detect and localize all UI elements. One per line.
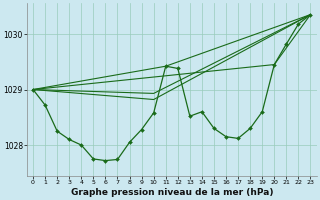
- X-axis label: Graphe pression niveau de la mer (hPa): Graphe pression niveau de la mer (hPa): [70, 188, 273, 197]
